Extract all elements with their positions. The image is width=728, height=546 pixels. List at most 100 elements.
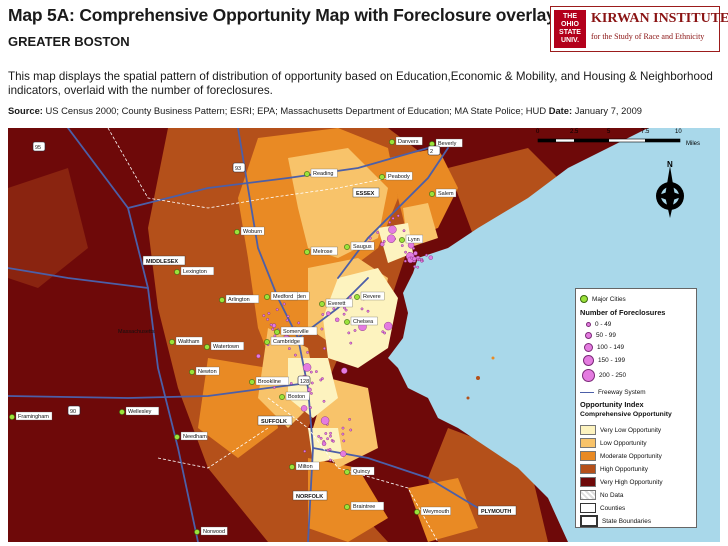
swatch-no-data (580, 490, 596, 500)
foreclosure-dot (307, 387, 312, 392)
city-marker[interactable]: Somerville (274, 326, 318, 336)
foreclosure-dot (309, 370, 313, 374)
city-marker[interactable]: Milton (289, 461, 320, 471)
foreclosure-dot (320, 377, 324, 381)
legend-no-data-label: No Data (600, 491, 624, 499)
city-label: Chelsea (353, 319, 374, 325)
foreclosure-dot (272, 386, 276, 389)
legend-opportunity-3: High Opportunity (580, 464, 648, 474)
overlay-layer: Danvers Beverly Peabody Salem Lynn Saugus Read… (9, 136, 517, 536)
foreclosure-dot (306, 350, 309, 354)
legend-freeway-label: Freeway System (598, 389, 646, 396)
city-marker[interactable]: Lynn (399, 234, 423, 244)
foreclosure-dot (275, 308, 279, 312)
legend-foreclosure-3: 150 - 199 (583, 355, 625, 366)
legend-foreclosure-0: 0 - 49 (586, 321, 611, 328)
city-marker[interactable]: Medford (264, 291, 298, 301)
city-marker[interactable]: Wellesley (119, 406, 159, 416)
foreclosure-dot (310, 381, 314, 385)
foreclosure-dot (300, 405, 308, 412)
scale-bar-graphic (537, 138, 681, 143)
foreclosure-dot (326, 311, 331, 316)
legend-foreclosure-1: 50 - 99 (585, 332, 616, 339)
foreclosure-dot (271, 323, 277, 328)
highway-shield: 90 (70, 409, 76, 415)
map-title: Map 5A: Comprehensive Opportunity Map wi… (8, 5, 556, 25)
city-marker[interactable]: Woburn (234, 226, 265, 236)
city-marker[interactable]: Boston (279, 391, 310, 401)
city-label: Lexington (183, 269, 207, 275)
city-marker[interactable]: Weymouth (414, 506, 451, 516)
city-label: Cambridge (273, 339, 300, 345)
date-text: January 7, 2009 (572, 105, 642, 116)
city-label: Waltham (178, 339, 200, 345)
foreclosure-dot (282, 302, 286, 306)
city-label: Milton (298, 464, 313, 470)
foreclosure-dot (410, 256, 414, 260)
foreclosure-dot (416, 265, 420, 269)
city-marker[interactable]: Lexington (174, 266, 214, 276)
city-label: Braintree (353, 504, 375, 510)
city-label: Medford (273, 294, 293, 300)
legend-counties: Counties (580, 503, 625, 513)
foreclosure-dot (256, 353, 261, 359)
foreclosure-dot (396, 214, 400, 218)
city-marker[interactable]: Melrose (304, 246, 338, 256)
foreclosure-dot (417, 258, 421, 262)
foreclosure-dot (348, 295, 352, 299)
foreclosure-dot (360, 307, 364, 311)
foreclosure-dot (380, 242, 385, 247)
foreclosure-dot (320, 327, 324, 331)
city-marker[interactable]: Reading (304, 168, 338, 178)
county-label: SUFFOLK (261, 419, 287, 425)
city-marker[interactable]: Watertown (204, 341, 244, 351)
scale-tick-2: 5 (607, 129, 611, 135)
legend-foreclosure-label: 50 - 99 (596, 332, 616, 339)
foreclosure-dot (383, 331, 386, 335)
swatch-high (580, 464, 596, 474)
city-marker[interactable]: Peabody (379, 171, 413, 181)
city-marker[interactable]: Arlington (219, 294, 259, 304)
logo-subtitle: for the Study of Race and Ethnicity (591, 32, 705, 41)
legend-foreclosure-label: 150 - 199 (598, 357, 626, 364)
city-label: Brookline (258, 379, 281, 385)
city-marker[interactable]: Quincy (344, 466, 375, 476)
foreclosure-dot (388, 221, 392, 224)
city-label: Newton (198, 369, 217, 375)
city-marker[interactable]: Beverly (429, 138, 463, 148)
city-marker[interactable]: Needham (174, 431, 208, 441)
city-marker[interactable]: Brookline (249, 376, 289, 386)
foreclosure-dot (262, 314, 266, 318)
city-marker[interactable]: Revere (354, 291, 385, 301)
city-marker[interactable]: Danvers (389, 136, 423, 146)
foreclosure-dot (428, 255, 433, 260)
city-marker[interactable]: Everett (319, 298, 353, 308)
city-marker[interactable]: Newton (189, 366, 220, 376)
legend-opportunity-label: Low Opportunity (600, 439, 647, 447)
source-label: Source: (8, 105, 43, 116)
city-marker[interactable]: Braintree (344, 501, 384, 511)
foreclosure-dot (266, 317, 269, 321)
city-marker[interactable]: Chelsea (344, 316, 378, 326)
city-marker[interactable]: Cambridge (264, 336, 304, 346)
state-label: Massachusetts (118, 329, 155, 335)
foreclosure-dot (368, 236, 372, 240)
legend-opportunity-label: Very Low Opportunity (600, 426, 662, 434)
city-label: Beverly (438, 141, 457, 147)
city-marker[interactable]: Salem (429, 188, 457, 198)
foreclosure-dot (382, 240, 386, 243)
foreclosure-dot (297, 321, 301, 325)
foreclosure-dot (388, 225, 397, 234)
city-marker[interactable]: Saugus (344, 241, 375, 251)
scale-unit: Miles (686, 141, 701, 147)
city-marker[interactable]: Waltham (169, 336, 203, 346)
kirwan-logo: THE OHIO STATE UNIV. KIRWAN INSTITUTE for t… (550, 6, 728, 52)
foreclosure-dot (319, 436, 323, 440)
city-marker[interactable]: Norwood (194, 526, 228, 536)
city-marker[interactable]: Framingham (9, 411, 53, 421)
foreclosure-dot (273, 334, 277, 338)
legend-opportunity-label: High Opportunity (600, 465, 648, 473)
foreclosure-dot (402, 229, 406, 233)
legend-major-cities: Major Cities (580, 295, 626, 303)
county-label: ESSEX (356, 191, 375, 197)
